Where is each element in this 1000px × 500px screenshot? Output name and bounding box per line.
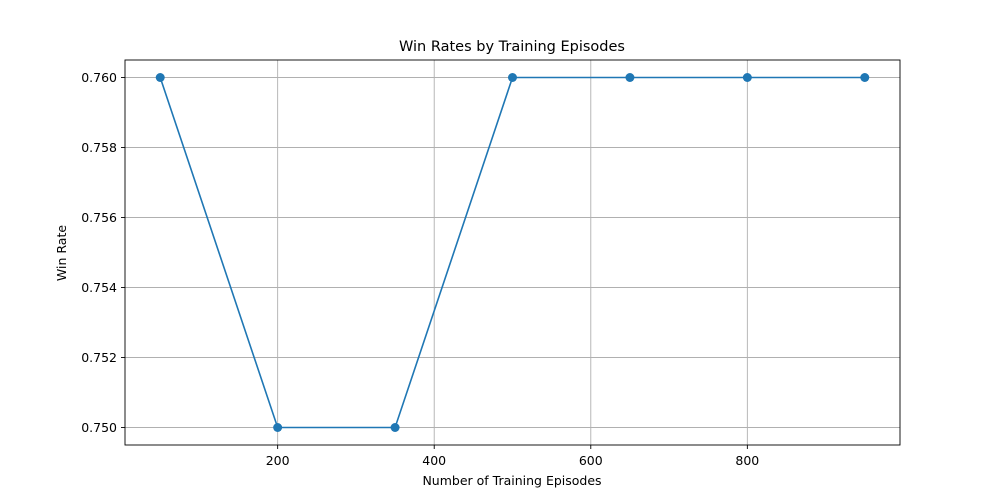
y-axis-label: Win Rate [54,225,69,281]
x-tick-label: 600 [579,453,603,468]
y-tick-label: 0.758 [81,140,117,155]
x-tick-label: 400 [422,453,446,468]
x-tick-label: 800 [735,453,759,468]
y-tick-label: 0.752 [81,350,117,365]
data-point [155,73,165,82]
y-axis: 0.750 0.752 0.754 0.756 0.758 0.760 [81,70,125,435]
data-point [273,423,283,432]
data-point [742,73,752,82]
chart-title: Win Rates by Training Episodes [399,39,625,55]
series-line [159,76,865,429]
y-tick-label: 0.760 [81,70,117,85]
data-point [860,73,870,82]
data-point [625,73,635,82]
y-tick-label: 0.756 [81,210,117,225]
x-tick-label: 200 [266,453,290,468]
data-point [508,73,517,82]
y-tick-label: 0.750 [81,420,117,435]
x-axis-label: Number of Training Episodes [422,473,601,488]
plot-frame [124,59,901,446]
x-axis: 200 400 600 800 [266,445,759,468]
series [155,73,870,432]
grid [125,60,900,445]
y-tick-label: 0.754 [81,280,117,295]
data-point [390,423,400,432]
